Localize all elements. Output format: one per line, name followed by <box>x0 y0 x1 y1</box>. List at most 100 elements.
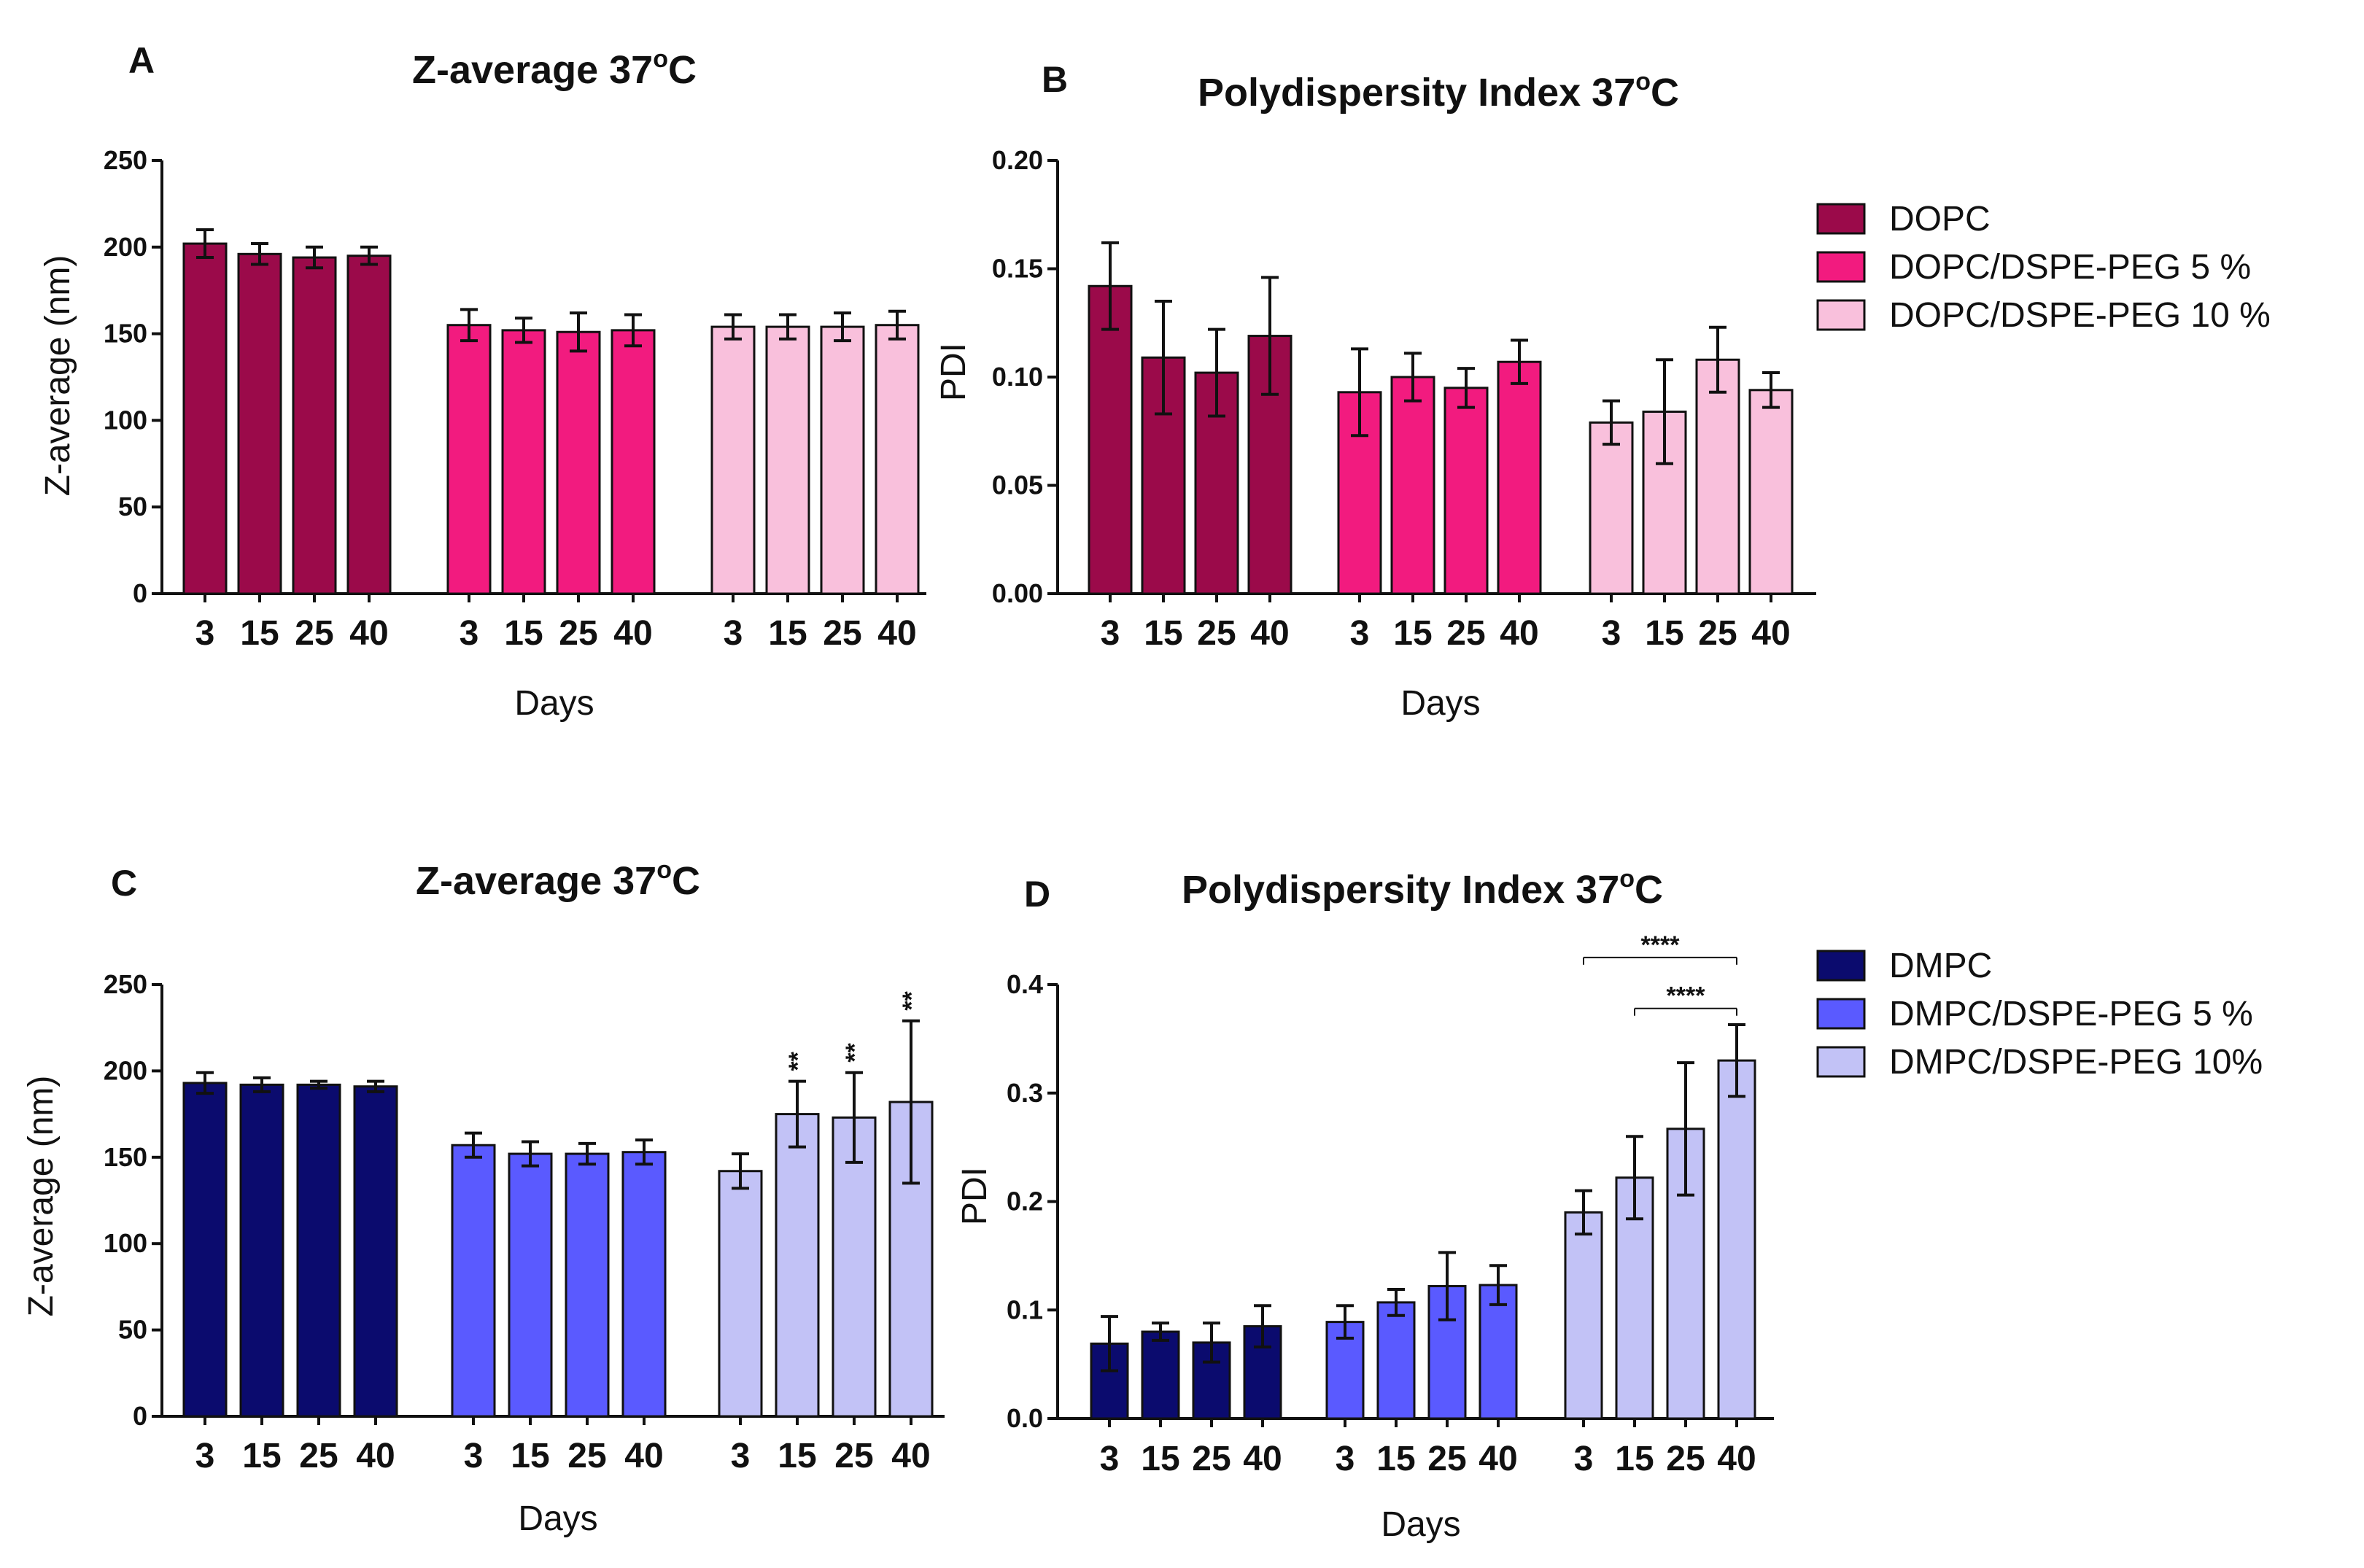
y-tick-label: 150 <box>104 1142 147 1172</box>
bar <box>182 242 228 595</box>
significance-stars: ** <box>898 990 926 1010</box>
legend-dmpc: DMPC DMPC/DSPE-PEG 5 % DMPC/DSPE-PEG 10% <box>1816 947 2263 1082</box>
y-tick-label: 0.4 <box>1007 969 1043 999</box>
x-tick-label: 25 <box>295 614 333 653</box>
panel-letter-c: C <box>111 863 137 904</box>
bar <box>1695 358 1740 595</box>
y-tick-label: 200 <box>104 232 147 262</box>
bar <box>875 324 920 595</box>
significance-stars: ** <box>841 1043 869 1063</box>
bar <box>1589 421 1634 595</box>
x-tick-label: 15 <box>1376 1440 1415 1478</box>
bar <box>1376 1301 1416 1420</box>
x-tick-label: 40 <box>356 1437 395 1475</box>
bar <box>775 1113 820 1418</box>
bar <box>1717 1059 1756 1420</box>
panel-letter-b: B <box>1042 59 1068 100</box>
y-tick-label: 100 <box>104 1228 147 1258</box>
x-tick-label: 3 <box>195 614 215 653</box>
y-tick-label: 0.05 <box>992 470 1043 500</box>
bar <box>1088 284 1133 595</box>
x-tick-label: 40 <box>1717 1440 1756 1478</box>
x-tick-label: 40 <box>1751 614 1790 653</box>
x-tick-label: 25 <box>1427 1440 1466 1478</box>
x-tick-label: 25 <box>1666 1440 1705 1478</box>
panel-b-plot: 0.00 0.05 0.10 0.15 0.20 3 15 25 40 3 15 25 40 3 15 25 4… <box>992 145 1816 653</box>
x-tick-label: 25 <box>823 614 861 653</box>
x-tick-label: 25 <box>299 1437 338 1475</box>
bar <box>346 255 392 595</box>
x-tick-label: 25 <box>1197 614 1236 653</box>
bar <box>556 330 601 595</box>
panel-c: C Z-average 37oC Days Z-average (nm) 0 50… <box>22 856 945 1538</box>
y-tick-label: 0.00 <box>992 578 1043 608</box>
x-tick-label: 15 <box>768 614 807 653</box>
panel-c-plot: 0 50 100 150 200 250 3 15 25 40 3 15 25 40 3 15 25 40 ** **… <box>104 969 945 1475</box>
legend-label: DOPC/DSPE-PEG 5 % <box>1889 248 2251 287</box>
x-tick-label: 40 <box>1243 1440 1282 1478</box>
x-tick-label: 15 <box>1393 614 1432 653</box>
bar <box>292 256 337 595</box>
x-tick-label: 3 <box>464 1437 484 1475</box>
x-tick-label: 25 <box>834 1437 873 1475</box>
x-tick-label: 40 <box>613 614 652 653</box>
x-tick-label: 3 <box>1336 1440 1355 1478</box>
legend-swatch <box>1816 299 1866 331</box>
x-tick-label: 25 <box>567 1437 606 1475</box>
significance-stars: **** <box>1667 982 1706 1010</box>
legend-swatch <box>1816 1046 1866 1078</box>
x-tick-label: 15 <box>242 1437 281 1475</box>
x-tick-label: 3 <box>1350 614 1370 653</box>
x-tick-label: 15 <box>240 614 279 653</box>
y-tick-label: 0 <box>133 1401 147 1431</box>
x-tick-label: 15 <box>778 1437 816 1475</box>
x-tick-label: 3 <box>724 614 743 653</box>
panel-d-plot: 0.0 0.1 0.2 0.3 0.4 3 15 25 40 3 15 25 40 3 15 25 40 ****… <box>1007 931 1774 1478</box>
panel-letter-d: D <box>1024 874 1050 915</box>
panel-b-xlabel: Days <box>1400 684 1480 723</box>
y-tick-label: 0.10 <box>992 362 1043 392</box>
x-tick-label: 40 <box>1479 1440 1517 1478</box>
bar <box>501 329 546 595</box>
y-tick-label: 0.20 <box>992 145 1043 175</box>
bar <box>765 325 810 595</box>
panel-b: B Polydispersity Index 37oC Days PDI 0.0… <box>934 59 1816 723</box>
bar <box>1748 389 1794 595</box>
panel-d: D Polydispersity Index 37oC Days PDI 0.0… <box>956 865 1774 1544</box>
legend-label: DMPC/DSPE-PEG 10% <box>1889 1043 2263 1082</box>
panel-a: A Z-average 37oC Days Z-average (nm) 0 50… <box>39 40 926 723</box>
x-tick-label: 25 <box>1446 614 1485 653</box>
bar <box>820 325 865 595</box>
significance-stars: ** <box>784 1051 812 1071</box>
y-tick-label: 250 <box>104 145 147 175</box>
panel-c-title: Z-average 37oC <box>416 856 700 903</box>
bar <box>353 1085 398 1418</box>
bar <box>239 1083 284 1418</box>
y-tick-label: 0.1 <box>1007 1295 1043 1324</box>
y-tick-label: 200 <box>104 1055 147 1085</box>
legend-label: DMPC <box>1889 947 1992 985</box>
bar <box>565 1152 610 1418</box>
bar <box>1564 1211 1603 1420</box>
x-tick-label: 25 <box>1698 614 1737 653</box>
bar <box>1390 376 1435 595</box>
bar <box>1141 1330 1180 1420</box>
x-tick-label: 3 <box>1602 614 1621 653</box>
panel-b-title: Polydispersity Index 37oC <box>1198 68 1679 115</box>
x-tick-label: 3 <box>731 1437 751 1475</box>
bar <box>237 252 282 595</box>
bar <box>508 1152 553 1418</box>
bar <box>621 1151 667 1418</box>
panel-a-plot: 0 50 100 150 200 250 3 15 25 40 3 15 25 40 3 15 25 40 <box>104 145 926 653</box>
significance-stars: **** <box>1641 931 1681 959</box>
x-tick-label: 40 <box>349 614 388 653</box>
y-tick-label: 50 <box>118 492 147 521</box>
x-tick-label: 15 <box>511 1437 549 1475</box>
legend-swatch <box>1816 203 1866 235</box>
panel-c-xlabel: Days <box>518 1499 597 1538</box>
x-tick-label: 15 <box>1141 1440 1179 1478</box>
legend-label: DOPC <box>1889 200 1991 238</box>
bar <box>1443 387 1489 595</box>
panel-d-xlabel: Days <box>1381 1505 1460 1544</box>
y-tick-label: 100 <box>104 405 147 435</box>
